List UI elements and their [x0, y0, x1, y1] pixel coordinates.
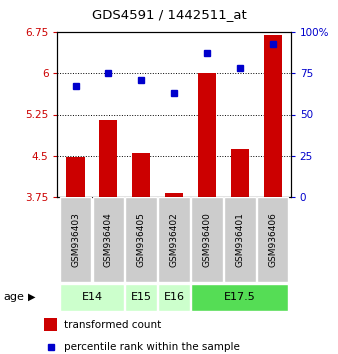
- Text: GSM936402: GSM936402: [170, 212, 178, 267]
- Text: E16: E16: [164, 292, 185, 302]
- Bar: [264, 35, 282, 197]
- Bar: [60, 197, 91, 282]
- Text: age: age: [3, 292, 24, 302]
- Bar: [132, 153, 150, 197]
- Text: ▶: ▶: [28, 292, 36, 302]
- Text: transformed count: transformed count: [64, 320, 162, 330]
- Text: GDS4591 / 1442511_at: GDS4591 / 1442511_at: [92, 8, 246, 22]
- Bar: [231, 149, 249, 197]
- Text: GSM936403: GSM936403: [71, 212, 80, 267]
- Text: GSM936406: GSM936406: [268, 212, 277, 267]
- Bar: [93, 197, 124, 282]
- Bar: [257, 197, 288, 282]
- Text: E14: E14: [81, 292, 102, 302]
- Text: E15: E15: [131, 292, 152, 302]
- Bar: [44, 318, 57, 331]
- Text: GSM936404: GSM936404: [104, 212, 113, 267]
- Bar: [191, 284, 288, 310]
- Text: GSM936400: GSM936400: [202, 212, 211, 267]
- Bar: [165, 193, 183, 197]
- Text: GSM936405: GSM936405: [137, 212, 146, 267]
- Bar: [99, 120, 117, 197]
- Text: GSM936401: GSM936401: [235, 212, 244, 267]
- Bar: [198, 73, 216, 197]
- Bar: [67, 158, 84, 197]
- Bar: [158, 284, 190, 310]
- Bar: [224, 197, 256, 282]
- Bar: [125, 197, 157, 282]
- Bar: [60, 284, 124, 310]
- Bar: [158, 197, 190, 282]
- Text: percentile rank within the sample: percentile rank within the sample: [64, 342, 240, 352]
- Bar: [191, 197, 223, 282]
- Bar: [125, 284, 157, 310]
- Text: E17.5: E17.5: [224, 292, 256, 302]
